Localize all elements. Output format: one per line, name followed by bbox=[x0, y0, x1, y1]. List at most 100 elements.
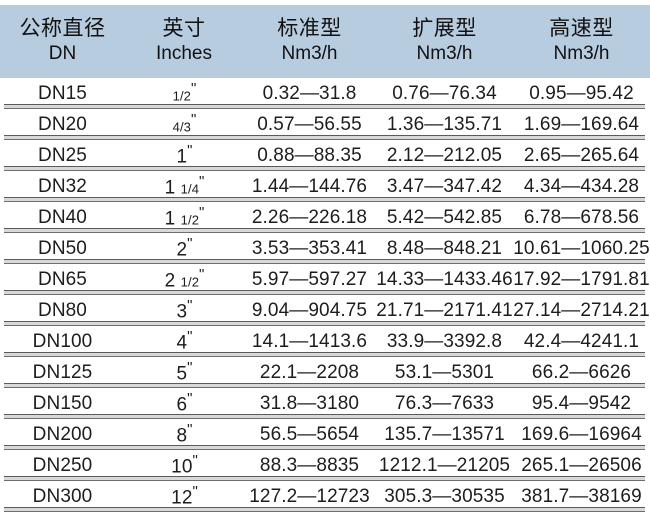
cell-standard: 1.44—144.76 bbox=[251, 175, 368, 197]
column-header-inches-cn: 英寸 bbox=[162, 17, 206, 41]
cell-extended: 21.71—2171.41 bbox=[376, 299, 513, 321]
cell-inches: 2 1/2" bbox=[164, 266, 205, 292]
table-row: DN15 1/2" 0.32—31.8 0.76—76.34 0.95—95.42 bbox=[0, 78, 650, 109]
cell-highspeed: 4.34—434.28 bbox=[523, 175, 640, 197]
cell-inches: 3" bbox=[176, 297, 193, 323]
cell-inches: 10" bbox=[171, 452, 198, 478]
table-row: DN20 4/3" 0.57—56.55 1.36—135.71 1.69—169.64 bbox=[0, 109, 650, 140]
cell-inches: 1 1/4" bbox=[164, 173, 205, 199]
cell-standard: 127.2—12723 bbox=[249, 485, 370, 507]
column-header-highspeed: 高速型 Nm3/h bbox=[513, 18, 650, 64]
table-row: DN100 4" 14.1—1413.6 33.9—3392.8 42.4—4241.1 bbox=[0, 326, 650, 357]
cell-extended: 1.36—135.71 bbox=[386, 113, 503, 135]
cell-highspeed: 381.7—38169 bbox=[521, 485, 642, 507]
cell-extended: 14.33—1433.46 bbox=[376, 268, 513, 290]
table-row: DN125 5" 22.1—2208 53.1—5301 66.2—6626 bbox=[0, 357, 650, 388]
cell-highspeed: 66.2—6626 bbox=[531, 361, 632, 383]
cell-highspeed: 265.1—26506 bbox=[521, 454, 642, 476]
cell-standard: 88.3—8835 bbox=[259, 454, 360, 476]
column-header-inches: 英寸 Inches bbox=[125, 18, 243, 64]
column-header-extended-unit: Nm3/h bbox=[416, 43, 473, 65]
cell-dn: DN40 bbox=[38, 206, 87, 228]
table-row: DN32 1 1/4" 1.44—144.76 3.47—347.42 4.34—434… bbox=[0, 171, 650, 202]
column-header-inches-en: Inches bbox=[156, 43, 212, 65]
cell-highspeed: 169.6—16964 bbox=[521, 423, 642, 445]
cell-highspeed: 17.92—1791.81 bbox=[513, 268, 650, 290]
cell-inches: 2" bbox=[176, 235, 193, 261]
cell-highspeed: 95.4—9542 bbox=[531, 392, 632, 414]
column-header-highspeed-unit: Nm3/h bbox=[553, 43, 610, 65]
cell-dn: DN15 bbox=[38, 82, 87, 104]
cell-extended: 3.47—347.42 bbox=[386, 175, 503, 197]
cell-dn: DN150 bbox=[32, 392, 93, 414]
table-row: DN250 10" 88.3—8835 1212.1—21205 265.1—26506 bbox=[0, 450, 650, 481]
cell-inches: 8" bbox=[176, 421, 193, 447]
table-row: DN25 1" 0.88—88.35 2.12—212.05 2.65—265.64 bbox=[0, 140, 650, 171]
cell-inches: 12" bbox=[171, 483, 198, 509]
table-row: DN300 12" 127.2—12723 305.3—30535 381.7—3816… bbox=[0, 481, 650, 512]
cell-extended: 8.48—848.21 bbox=[386, 237, 503, 259]
cell-extended: 1212.1—21205 bbox=[378, 454, 511, 476]
cell-dn: DN125 bbox=[32, 361, 93, 383]
cell-inches: 6" bbox=[176, 390, 193, 416]
cell-dn: DN250 bbox=[32, 454, 93, 476]
table-row: DN150 6" 31.8—3180 76.3—7633 95.4—9542 bbox=[0, 388, 650, 419]
cell-inches: 5" bbox=[176, 359, 193, 385]
cell-inches: 4" bbox=[176, 328, 193, 354]
cell-inches: 1" bbox=[176, 142, 193, 168]
cell-inches: 1/2" bbox=[172, 80, 197, 104]
table-row: DN200 8" 56.5—5654 135.7—13571 169.6—16964 bbox=[0, 419, 650, 450]
cell-standard: 9.04—904.75 bbox=[251, 299, 368, 321]
cell-standard: 0.32—31.8 bbox=[262, 82, 357, 104]
column-header-standard: 标准型 Nm3/h bbox=[243, 18, 376, 64]
cell-dn: DN80 bbox=[38, 299, 87, 321]
table-body: DN15 1/2" 0.32—31.8 0.76—76.34 0.95—95.42 DN2… bbox=[0, 78, 650, 512]
cell-highspeed: 10.61—1060.25 bbox=[513, 237, 650, 259]
column-header-extended-cn: 扩展型 bbox=[412, 17, 477, 41]
cell-dn: DN300 bbox=[32, 485, 93, 507]
cell-extended: 2.12—212.05 bbox=[386, 144, 503, 166]
column-header-highspeed-cn: 高速型 bbox=[549, 17, 614, 41]
cell-highspeed: 6.78—678.56 bbox=[523, 206, 640, 228]
cell-highspeed: 2.65—265.64 bbox=[523, 144, 640, 166]
cell-highspeed: 27.14—2714.21 bbox=[513, 299, 650, 321]
cell-standard: 56.5—5654 bbox=[259, 423, 360, 445]
table-row: DN50 2" 3.53—353.41 8.48—848.21 10.61—1060.2… bbox=[0, 233, 650, 264]
table-header-row: 公称直径 DN 英寸 Inches 标准型 Nm3/h 扩展型 Nm3/h 高速… bbox=[0, 5, 650, 78]
cell-highspeed: 42.4—4241.1 bbox=[523, 330, 640, 352]
cell-extended: 5.42—542.85 bbox=[386, 206, 503, 228]
cell-dn: DN25 bbox=[38, 144, 87, 166]
column-header-dn-en: DN bbox=[48, 43, 77, 65]
cell-extended: 305.3—30535 bbox=[384, 485, 505, 507]
cell-dn: DN50 bbox=[38, 237, 87, 259]
cell-standard: 0.57—56.55 bbox=[257, 113, 362, 135]
column-header-standard-cn: 标准型 bbox=[277, 17, 342, 41]
cell-extended: 76.3—7633 bbox=[394, 392, 495, 414]
column-header-standard-unit: Nm3/h bbox=[281, 43, 338, 65]
column-header-dn-cn: 公称直径 bbox=[19, 17, 106, 41]
cell-dn: DN65 bbox=[38, 268, 87, 290]
cell-inches: 1 1/2" bbox=[164, 204, 205, 230]
cell-dn: DN20 bbox=[38, 113, 87, 135]
cell-extended: 135.7—13571 bbox=[384, 423, 505, 445]
cell-extended: 0.76—76.34 bbox=[392, 82, 497, 104]
table-row: DN40 1 1/2" 2.26—226.18 5.42—542.85 6.78—678… bbox=[0, 202, 650, 233]
cell-dn: DN200 bbox=[32, 423, 93, 445]
cell-extended: 33.9—3392.8 bbox=[386, 330, 503, 352]
cell-dn: DN32 bbox=[38, 175, 87, 197]
cell-standard: 3.53—353.41 bbox=[251, 237, 368, 259]
cell-inches: 4/3" bbox=[172, 111, 197, 135]
cell-standard: 2.26—226.18 bbox=[251, 206, 368, 228]
cell-dn: DN100 bbox=[32, 330, 93, 352]
cell-standard: 5.97—597.27 bbox=[251, 268, 368, 290]
cell-standard: 22.1—2208 bbox=[259, 361, 360, 383]
cell-extended: 53.1—5301 bbox=[394, 361, 495, 383]
column-header-extended: 扩展型 Nm3/h bbox=[376, 18, 513, 64]
cell-standard: 31.8—3180 bbox=[259, 392, 360, 414]
cell-standard: 0.88—88.35 bbox=[257, 144, 362, 166]
table-row: DN65 2 1/2" 5.97—597.27 14.33—1433.46 17.92—… bbox=[0, 264, 650, 295]
cell-highspeed: 0.95—95.42 bbox=[529, 82, 634, 104]
table-row: DN80 3" 9.04—904.75 21.71—2171.41 27.14—2714… bbox=[0, 295, 650, 326]
cell-standard: 14.1—1413.6 bbox=[251, 330, 368, 352]
